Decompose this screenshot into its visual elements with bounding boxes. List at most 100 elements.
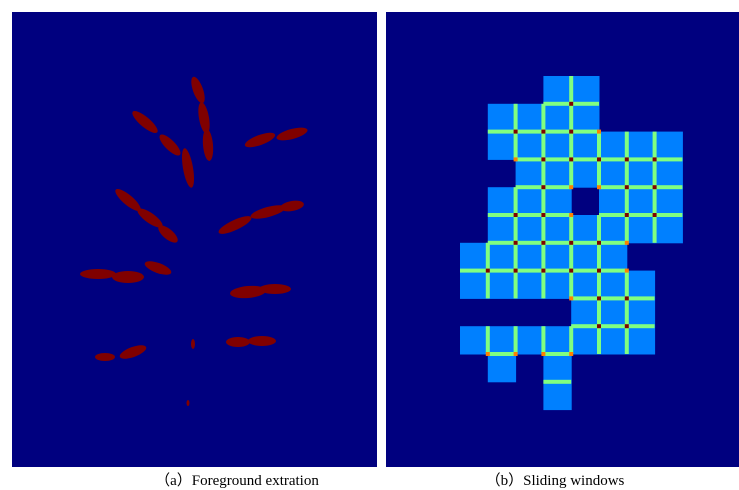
overlap-h xyxy=(488,241,516,245)
window xyxy=(655,132,683,160)
overlap-h xyxy=(571,324,599,328)
overlap-v xyxy=(541,326,545,354)
window xyxy=(516,271,544,299)
window xyxy=(599,132,627,160)
overlap-corner xyxy=(514,352,518,356)
window xyxy=(655,159,683,187)
overlap-v xyxy=(597,271,601,299)
overlap-v xyxy=(514,187,518,215)
overlap-h xyxy=(599,157,627,161)
window xyxy=(488,326,516,354)
overlap-h xyxy=(627,157,655,161)
overlap-h xyxy=(543,130,571,134)
window xyxy=(627,298,655,326)
window xyxy=(627,159,655,187)
window xyxy=(571,326,599,354)
overlap-v xyxy=(625,298,629,326)
window xyxy=(627,326,655,354)
overlap-v xyxy=(541,104,545,132)
overlap-v xyxy=(541,243,545,271)
overlap-v xyxy=(569,215,573,243)
window xyxy=(488,243,516,271)
overlap-corner xyxy=(569,157,573,161)
window xyxy=(655,215,683,243)
window xyxy=(543,187,571,215)
overlap-corner xyxy=(625,269,629,273)
overlap-v xyxy=(653,159,657,187)
overlap-corner xyxy=(597,241,601,245)
overlap-corner xyxy=(653,185,657,189)
window xyxy=(516,215,544,243)
overlap-h xyxy=(543,185,571,189)
overlap-v xyxy=(569,76,573,104)
overlap-corner xyxy=(514,213,518,217)
window xyxy=(627,215,655,243)
overlap-corner xyxy=(625,296,629,300)
overlap-h xyxy=(571,157,599,161)
window xyxy=(488,187,516,215)
overlap-corner xyxy=(569,352,573,356)
overlap-corner xyxy=(541,157,545,161)
window xyxy=(543,382,571,410)
window xyxy=(627,271,655,299)
window xyxy=(543,326,571,354)
overlap-h xyxy=(599,269,627,273)
window xyxy=(571,132,599,160)
overlap-v xyxy=(514,243,518,271)
overlap-corner xyxy=(514,157,518,161)
window xyxy=(488,132,516,160)
overlap-corner xyxy=(597,130,601,134)
overlap-h xyxy=(488,352,516,356)
overlap-h xyxy=(516,269,544,273)
overlap-corner xyxy=(625,157,629,161)
overlap-v xyxy=(541,271,545,299)
overlap-corner xyxy=(541,130,545,134)
overlap-v xyxy=(653,187,657,215)
window xyxy=(516,132,544,160)
overlap-h xyxy=(627,213,655,217)
overlap-h xyxy=(516,130,544,134)
overlap-corner xyxy=(486,352,490,356)
overlap-corner xyxy=(569,296,573,300)
window xyxy=(460,326,488,354)
window xyxy=(516,104,544,132)
overlap-corner xyxy=(597,269,601,273)
overlap-v xyxy=(653,132,657,160)
overlap-corner xyxy=(514,241,518,245)
figure: （a）Foreground extration （b）Sliding windo… xyxy=(0,0,739,490)
overlap-v xyxy=(569,159,573,187)
overlap-corner xyxy=(597,324,601,328)
overlap-corner xyxy=(569,213,573,217)
overlap-v xyxy=(653,215,657,243)
overlap-corner xyxy=(541,352,545,356)
overlap-corner xyxy=(597,296,601,300)
overlap-v xyxy=(625,326,629,354)
overlap-v xyxy=(569,132,573,160)
window xyxy=(571,298,599,326)
overlap-h xyxy=(571,102,599,106)
window xyxy=(543,271,571,299)
overlap-h xyxy=(599,324,627,328)
overlap-h xyxy=(543,269,571,273)
overlap-v xyxy=(625,271,629,299)
overlap-h xyxy=(488,213,516,217)
caption-a: （a）Foreground extration xyxy=(155,472,319,489)
overlap-h xyxy=(543,102,571,106)
window xyxy=(599,159,627,187)
window xyxy=(543,354,571,382)
overlap-h xyxy=(599,241,627,245)
overlap-h xyxy=(599,296,627,300)
overlap-v xyxy=(569,104,573,132)
overlap-h xyxy=(599,185,627,189)
overlap-corner xyxy=(625,241,629,245)
overlap-corner xyxy=(597,185,601,189)
window xyxy=(571,271,599,299)
overlap-corner xyxy=(625,324,629,328)
overlap-corner xyxy=(541,241,545,245)
window xyxy=(599,187,627,215)
overlap-h xyxy=(571,296,599,300)
caption-b: （b）Sliding windows xyxy=(486,472,625,489)
overlap-v xyxy=(514,215,518,243)
overlap-h xyxy=(571,241,599,245)
window xyxy=(571,104,599,132)
